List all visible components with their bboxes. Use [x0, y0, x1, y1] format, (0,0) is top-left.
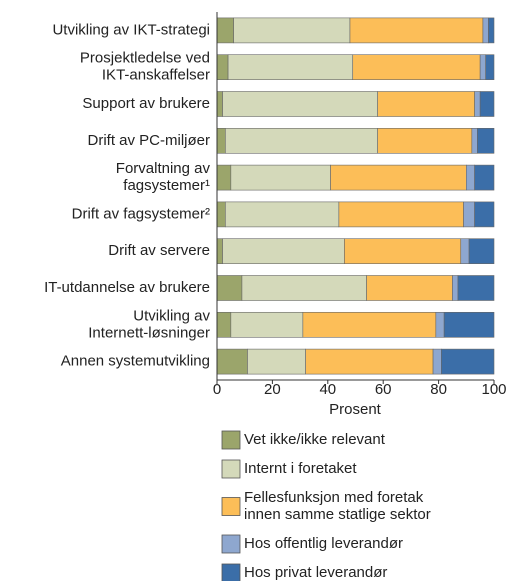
bar-segment [216, 238, 223, 264]
legend-swatch [221, 430, 241, 450]
y-tick-label: Prosjektledelse ved IKT-anskaffelser [80, 50, 210, 84]
bar-segment [432, 348, 442, 375]
bar-segment [216, 275, 243, 301]
bar-segment [225, 201, 340, 228]
y-tick-label: Utvikling av IKT-strategi [52, 21, 210, 38]
legend-label: Fellesfunksjon med foretak innen samme st… [244, 489, 431, 523]
y-tick-label: Utvikling av Internett-løsninger [88, 307, 210, 341]
legend-swatch [221, 497, 241, 516]
bar-segment [471, 128, 478, 154]
bar-segment [463, 201, 475, 228]
x-tick-label: 40 [319, 381, 336, 398]
bar-segment [227, 54, 354, 81]
x-axis-label: Prosent [329, 401, 382, 418]
bar-segment [216, 164, 232, 191]
y-tick-label: Drift av PC-miljøer [88, 132, 211, 149]
bar-segment [222, 91, 378, 117]
bar-segment [465, 164, 475, 191]
bar-segment [216, 91, 223, 117]
y-tick-label: Annen systemutvikling [61, 353, 210, 370]
bar-segment [216, 17, 234, 44]
bar-segment [247, 348, 306, 375]
bar-segment [230, 311, 304, 338]
bar-segment [474, 91, 481, 117]
bar-segment [468, 238, 495, 264]
bar-segment [225, 128, 378, 154]
bar-segment [241, 275, 367, 301]
bar-segment [485, 54, 495, 81]
legend-swatch [221, 459, 241, 479]
y-tick-label: IT-utdannelse av brukere [44, 279, 210, 296]
y-tick-label: Support av brukere [82, 95, 210, 112]
bar-segment [482, 17, 489, 44]
y-tick-label: Drift av fagsystemer² [72, 205, 210, 222]
bar-segment [441, 348, 495, 375]
legend-label: Hos privat leverandør [244, 564, 387, 581]
bar-segment [222, 238, 345, 264]
bar-segment [305, 348, 434, 375]
bar-segment [216, 348, 248, 375]
bar-segment [233, 17, 351, 44]
bar-segment [474, 164, 495, 191]
bar-segment [474, 201, 495, 228]
bar-segment [216, 201, 226, 228]
bar-segment [344, 238, 462, 264]
bar-segment [352, 54, 481, 81]
bar-segment [435, 311, 445, 338]
legend-swatch [221, 563, 241, 583]
y-tick-label: Forvaltning av fagsystemer¹ [116, 160, 211, 194]
bar-segment [479, 54, 486, 81]
bar-segment [460, 238, 470, 264]
bar-segment [488, 17, 495, 44]
bar-segment [452, 275, 459, 301]
x-tick-label: 80 [430, 381, 447, 398]
bar-segment [377, 91, 475, 117]
legend-swatch [221, 534, 241, 554]
bar-segment [216, 128, 226, 154]
bar-segment [479, 91, 495, 117]
bar-segment [216, 54, 229, 81]
bar-segment [366, 275, 453, 301]
bar-segment [457, 275, 495, 301]
x-tick-label: 20 [264, 381, 281, 398]
bar-segment [477, 128, 495, 154]
x-tick-label: 0 [213, 381, 221, 398]
bar-segment [330, 164, 467, 191]
legend-label: Internt i foretaket [244, 460, 357, 477]
bar-segment [230, 164, 331, 191]
x-tick-label: 100 [481, 381, 506, 398]
bar-segment [302, 311, 437, 338]
bar-segment [338, 201, 464, 228]
legend-label: Vet ikke/ikke relevant [244, 431, 386, 448]
bar-segment [443, 311, 495, 338]
bar-segment [377, 128, 473, 154]
x-tick-label: 60 [375, 381, 392, 398]
bar-segment [349, 17, 484, 44]
bar-segment [216, 311, 232, 338]
legend-label: Hos offentlig leverandør [244, 535, 403, 552]
y-tick-label: Drift av servere [108, 242, 210, 259]
